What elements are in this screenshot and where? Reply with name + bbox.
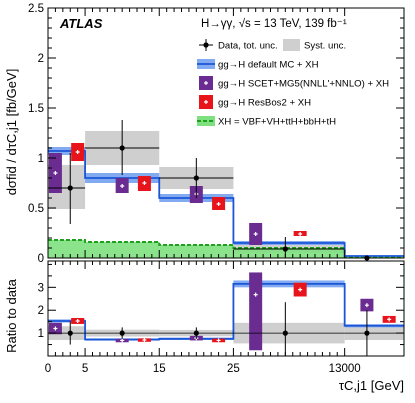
ratio-scet-boxes — [48, 272, 374, 351]
bottom-x-ticks: 0 5 15 25 13000 — [45, 261, 361, 375]
ratio-scet-point — [48, 322, 62, 335]
ratio-scet-point-marker — [253, 292, 258, 297]
data-point — [48, 153, 86, 224]
resbos-point — [71, 143, 85, 161]
atlas-label: ATLAS — [59, 16, 103, 31]
ratio-resbos-point-marker — [298, 287, 303, 292]
data-marker — [119, 145, 125, 151]
scet-point — [48, 153, 62, 193]
data-point — [159, 158, 234, 198]
legend-label-xh: XH = VBF+VH+ttH+bbH+tH — [218, 117, 336, 128]
ratio-scet-point-box — [249, 272, 263, 351]
top-panel: 0 0.5 1 1.5 2 2.5 — [28, 3, 405, 265]
ratio-resbos-point — [382, 315, 396, 323]
resbos-point — [137, 176, 151, 191]
axis-labels: ATLAS H→γγ, √s = 13 TeV, 139 fb⁻¹ dσfid … — [4, 16, 404, 393]
xtick-label: 15 — [153, 363, 166, 375]
ratio-resbos-point — [137, 337, 151, 342]
scet-point — [115, 178, 129, 193]
legend-resbos-marker — [204, 100, 208, 104]
legend-item-xh: XH = VBF+VH+ttH+bbH+tH — [197, 116, 336, 128]
legend-label-scet: gg→H SCET+MG5(NNLL'+NNLO) + XH — [218, 79, 389, 90]
resbos-point — [212, 197, 226, 210]
ratio-ytick-label: 1 — [38, 328, 44, 340]
ratio-ytick-label: 3 — [38, 282, 44, 294]
legend-label-syst: Syst. unc. — [304, 41, 346, 52]
ratio-ytick-label: 2 — [38, 305, 44, 317]
resbos-point-marker — [142, 181, 147, 185]
legend: Data, tot. unc. Syst. unc. gg→H default MC… — [197, 39, 389, 128]
xh-bar — [233, 248, 345, 258]
resbos-point — [293, 231, 307, 236]
y-axis-title-top: dσfid / dτC,j1 [fb/GeV] — [4, 69, 19, 196]
xtick-label: 5 — [82, 363, 88, 375]
ytick-label: 0.5 — [28, 203, 44, 215]
xh-bar — [85, 242, 160, 258]
legend-data-marker — [203, 42, 209, 48]
legend-label-resbos: gg→H ResBos2 + XH — [218, 98, 311, 109]
legend-item-syst: Syst. unc. — [283, 39, 346, 52]
ratio-scet-point-marker — [120, 338, 125, 343]
ytick-label: 1 — [38, 153, 44, 165]
scet-point-marker — [253, 232, 258, 236]
resbos-point-marker — [298, 232, 303, 236]
bottom-frame — [47, 260, 405, 357]
top-resbos-boxes — [71, 143, 307, 236]
ratio-scet-point — [360, 298, 374, 312]
legend-item-scet: gg→H SCET+MG5(NNLL'+NNLO) + XH — [199, 76, 389, 90]
xh-bar — [159, 245, 234, 258]
ytick-label: 2 — [38, 53, 44, 65]
bottom-panel: 1 2 3 0 5 15 25 13000 — [38, 260, 405, 375]
x-axis-title: τC,j1 [GeV] — [339, 378, 404, 393]
ratio-scet-point — [249, 272, 263, 351]
ytick-label: 0 — [38, 253, 44, 265]
resbos-point-marker — [216, 202, 221, 206]
xtick-label: 25 — [227, 363, 240, 375]
ratio-resbos-point — [71, 318, 85, 324]
legend-item-mc: gg→H default MC + XH — [197, 59, 319, 71]
ratio-scet-point — [115, 338, 129, 343]
ratio-resbos-point — [293, 282, 307, 297]
legend-label-data: Data, tot. unc. — [218, 41, 278, 52]
ratio-resbos-boxes — [71, 282, 396, 343]
top-y-ticks: 0 0.5 1 1.5 2 2.5 — [28, 3, 404, 265]
mc-line — [48, 150, 404, 257]
ratio-data-points — [48, 302, 404, 356]
ytick-label: 1.5 — [28, 103, 44, 115]
y-axis-title-bottom: Ratio to data — [4, 278, 19, 352]
scet-point-marker — [53, 171, 58, 175]
xtick-label: 0 — [45, 363, 51, 375]
ratio-resbos-point-marker — [75, 318, 80, 323]
legend-item-resbos: gg→H ResBos2 + XH — [199, 95, 311, 109]
data-marker — [67, 185, 73, 191]
ytick-label: 2.5 — [28, 3, 44, 15]
legend-scet-marker — [204, 81, 208, 85]
ratio-resbos-point-marker — [142, 337, 147, 342]
ratio-scet-point-marker — [364, 303, 369, 308]
legend-item-data: Data, tot. unc. — [199, 39, 278, 52]
header-label: H→γγ, √s = 13 TeV, 139 fb⁻¹ — [201, 17, 347, 30]
top-x-ticks — [47, 8, 346, 258]
scet-point-marker — [120, 184, 125, 188]
ratio-resbos-point-marker — [216, 338, 221, 343]
ratio-scet-point-marker — [53, 326, 58, 331]
ratio-resbos-point-marker — [387, 317, 392, 322]
xh-bar — [48, 240, 86, 258]
data-marker — [282, 246, 288, 252]
bottom-y-ticks: 1 2 3 — [38, 263, 404, 346]
legend-label-mc: gg→H default MC + XH — [218, 60, 319, 71]
ratio-resbos-point — [212, 338, 226, 343]
data-point — [233, 237, 345, 258]
data-point — [85, 120, 160, 175]
xtick-label: 13000 — [329, 363, 361, 375]
legend-syst-swatch — [283, 39, 300, 51]
scet-point — [249, 223, 263, 245]
data-marker — [193, 175, 199, 181]
resbos-point-marker — [75, 150, 80, 154]
